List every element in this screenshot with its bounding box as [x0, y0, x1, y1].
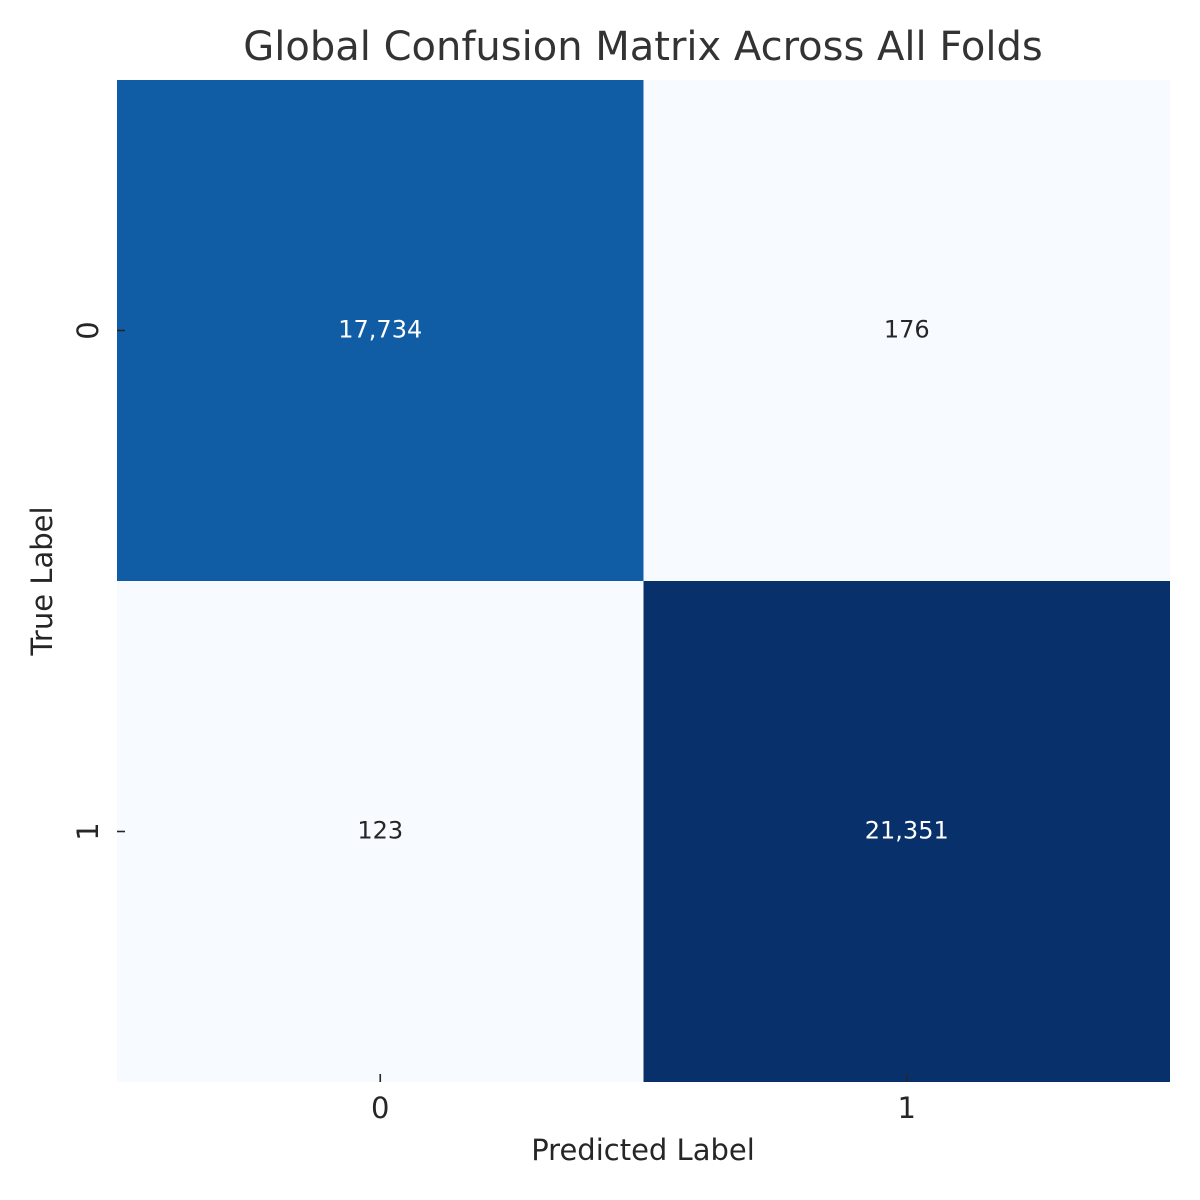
- heatmap-cell: [643, 581, 1170, 1082]
- cell-value-label: 123: [357, 817, 403, 845]
- y-tick-label: 0: [71, 321, 105, 339]
- heatmap-cell: [117, 581, 644, 1082]
- cell-value-label: 17,734: [338, 316, 422, 344]
- chart-title: Global Confusion Matrix Across All Folds: [243, 24, 1042, 70]
- y-tick-label: 1: [71, 822, 105, 840]
- cell-value-label: 176: [884, 316, 930, 344]
- x-tick-label: 1: [898, 1091, 916, 1125]
- y-axis-label: True Label: [25, 506, 59, 656]
- cell-value-label: 21,351: [865, 817, 949, 845]
- x-tick-label: 0: [371, 1091, 389, 1125]
- heatmap-cell: [643, 80, 1170, 581]
- heatmap-cell: [117, 80, 644, 581]
- x-axis-label: Predicted Label: [531, 1133, 755, 1167]
